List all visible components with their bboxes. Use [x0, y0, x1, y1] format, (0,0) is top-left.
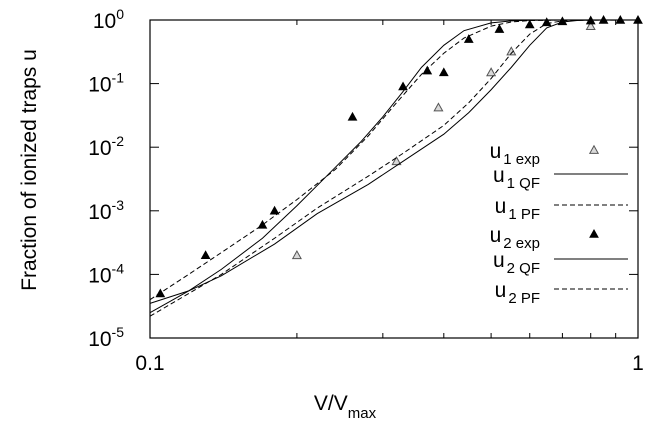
x-tick-label: 0.1 [135, 352, 164, 375]
data-point-u1-exp [487, 68, 495, 76]
series-line-u1-pf [150, 20, 638, 316]
data-point-u2-exp [201, 251, 209, 259]
y-tick-label: 10-4 [88, 260, 124, 287]
legend-marker [590, 230, 598, 238]
data-point-u1-exp [434, 103, 442, 111]
y-axis: 10-5 10-4 10-3 10-2 10-1 100 [88, 6, 638, 351]
y-tick-label: 10-5 [88, 324, 124, 351]
data-point-u2-exp [526, 20, 534, 28]
data-point-u2-exp [270, 207, 278, 215]
data-point-u1-exp [293, 251, 301, 259]
y-tick-label: 100 [93, 6, 124, 33]
y-tick-label: 10-1 [88, 70, 124, 97]
y-tick-label: 10-2 [88, 133, 124, 160]
data-point-u2-exp [495, 25, 503, 33]
data-point-u2-exp [440, 68, 448, 76]
y-axis-title: Fraction of ionized traps u [18, 49, 41, 291]
x-tick-label: 1 [632, 352, 644, 375]
x-axis-title: V/Vmax [314, 392, 377, 422]
data-point-u2-exp [399, 82, 407, 90]
data-point-u2-exp [348, 113, 356, 121]
plot-border [150, 20, 638, 338]
y-tick-label: 10-3 [88, 197, 124, 224]
x-axis: 0.1 1 [135, 20, 643, 375]
plot-frame [150, 20, 638, 338]
data-point-u2-exp [423, 66, 431, 74]
series-line-u2-qf [150, 20, 638, 313]
legend-marker [590, 146, 598, 154]
series-layer [150, 16, 642, 316]
data-point-u2-exp [543, 18, 551, 26]
